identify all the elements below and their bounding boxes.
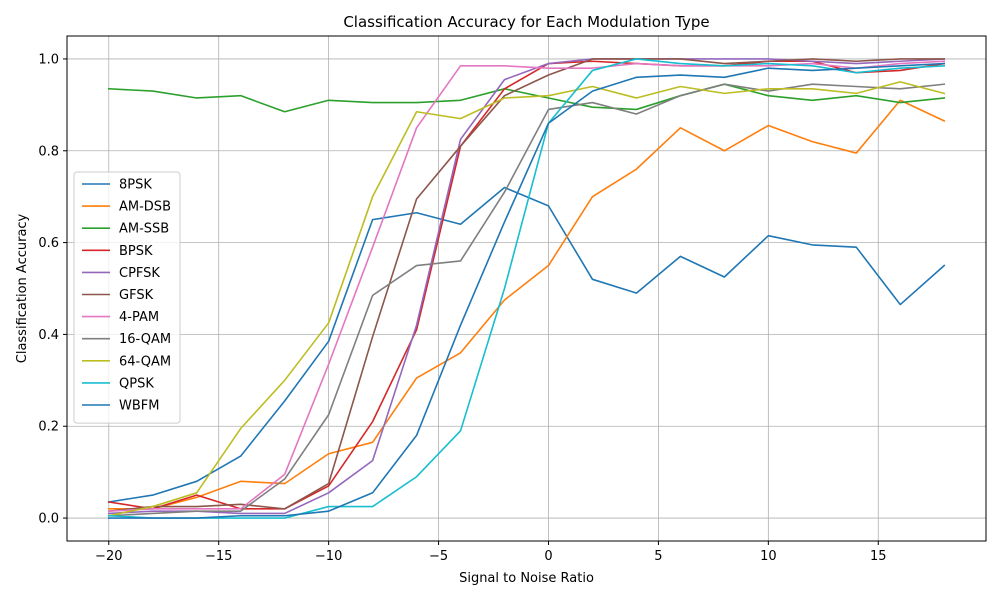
series-line-am-ssb xyxy=(107,83,946,113)
series-line-qpsk xyxy=(107,58,946,519)
series-line-8psk xyxy=(107,186,946,503)
legend-entry: BPSK xyxy=(119,244,153,259)
y-tick-label: 0.2 xyxy=(38,420,59,435)
y-tick-label: 1.0 xyxy=(38,52,59,67)
y-tick-label: 0.4 xyxy=(38,328,59,343)
y-axis-ticks: 0.0 0.2 0.4 0.6 0.8 1.0 xyxy=(38,52,67,527)
series-line-16-qam xyxy=(107,83,946,517)
x-tick-label: 15 xyxy=(870,549,887,564)
x-tick-label: −5 xyxy=(429,549,448,564)
legend-entry: AM-SSB xyxy=(119,222,169,237)
series-line-64-qam xyxy=(107,81,946,517)
y-tick-label: 0.8 xyxy=(38,144,59,159)
x-axis-label: Signal to Noise Ratio xyxy=(459,571,594,586)
x-tick-label: −10 xyxy=(315,549,342,564)
legend-entry: 16-QAM xyxy=(119,332,171,347)
legend-entry: 64-QAM xyxy=(119,354,171,369)
x-tick-label: 10 xyxy=(760,549,777,564)
x-tick-label: 5 xyxy=(654,549,662,564)
legend: 8PSK AM-DSB AM-SSB BPSK CPFSK GFSK 4-PAM 16-QAM… xyxy=(73,171,181,424)
legend-entry: GFSK xyxy=(119,288,154,303)
grid-lines xyxy=(67,36,986,541)
series-line-wbfm xyxy=(107,62,946,519)
legend-entry: WBFM xyxy=(119,399,159,414)
x-tick-label: −15 xyxy=(205,549,232,564)
y-tick-label: 0.6 xyxy=(38,236,59,251)
legend-entry: QPSK xyxy=(119,376,154,391)
plot-frame xyxy=(66,35,987,542)
series-line-am-dsb xyxy=(107,99,946,510)
legend-entry: 4-PAM xyxy=(119,310,159,325)
legend-entry: AM-DSB xyxy=(119,200,171,215)
series-line-4-pam xyxy=(107,60,946,513)
x-tick-label: 0 xyxy=(544,549,552,564)
x-axis-ticks: −20 −15 −10 −5 0 5 10 15 xyxy=(95,541,887,564)
series-lines xyxy=(107,58,946,519)
legend-entry: CPFSK xyxy=(119,266,160,281)
series-line-cpfsk xyxy=(107,58,946,515)
y-tick-label: 0.0 xyxy=(38,512,59,527)
legend-entry: 8PSK xyxy=(119,178,152,193)
y-axis-label: Classification Accuracy xyxy=(15,213,30,363)
chart-title: Classification Accuracy for Each Modulat… xyxy=(343,13,709,31)
x-tick-label: −20 xyxy=(95,549,122,564)
series-line-bpsk xyxy=(107,60,946,510)
series-line-gfsk xyxy=(107,58,946,513)
